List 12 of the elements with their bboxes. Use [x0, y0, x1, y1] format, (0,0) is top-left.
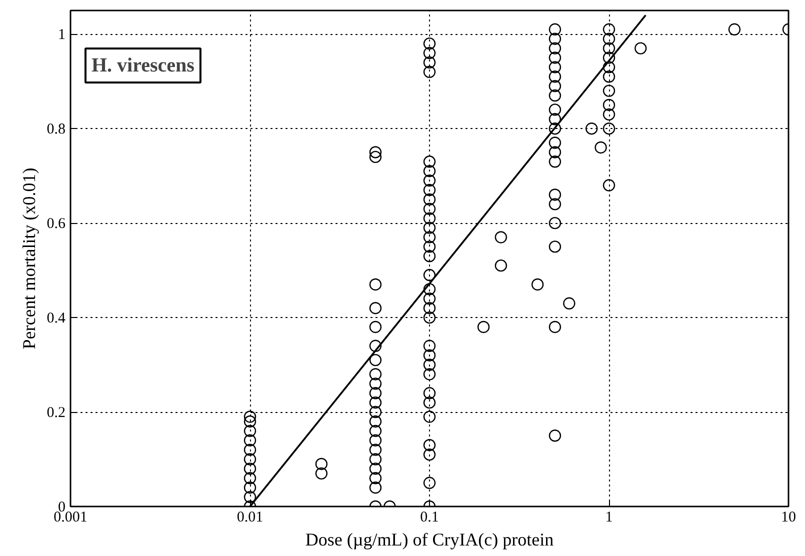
y-tick-label: 0.2: [46, 405, 66, 422]
x-tick-label: 1: [605, 510, 613, 526]
x-tick-label: 0.1: [420, 510, 439, 526]
y-tick-label: 0.6: [46, 216, 66, 232]
annotation: H. virescens: [92, 54, 195, 76]
x-tick-label: 10: [781, 510, 796, 526]
y-axis-title: Percent mortality (x0.01): [18, 168, 39, 350]
x-tick-label: 0.01: [236, 510, 264, 526]
y-tick-label: 1: [58, 27, 66, 44]
y-tick-label: 0.4: [46, 310, 66, 327]
x-axis-title: Dose (µg/mL) of CryIA(c) protein: [305, 530, 554, 550]
y-tick-label: 0.8: [46, 122, 66, 138]
